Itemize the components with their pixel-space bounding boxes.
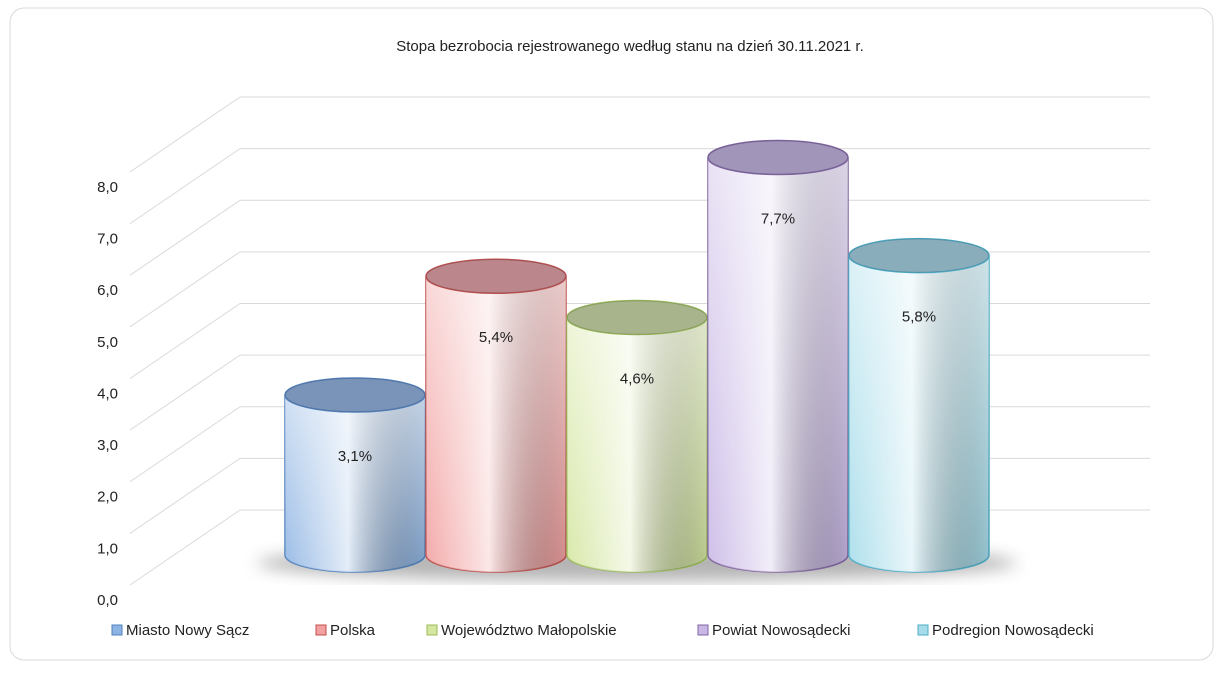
y-tick-label: 5,0 (97, 334, 118, 351)
data-label: 5,8% (902, 309, 936, 326)
side-grid-line (129, 457, 241, 534)
side-grid-line (129, 96, 241, 173)
cylinder-fade (708, 157, 848, 573)
data-label: 3,1% (338, 448, 372, 465)
legend-label: Miasto Nowy Sącz (126, 622, 249, 639)
cylinder-top-shade (708, 140, 848, 175)
y-tick-label: 4,0 (97, 385, 118, 402)
y-tick-label: 7,0 (97, 231, 118, 248)
side-grid-line (129, 199, 241, 276)
y-tick-label: 0,0 (97, 592, 118, 609)
legend-swatch (697, 624, 709, 636)
cylinder-top (284, 377, 426, 413)
y-tick-label: 1,0 (97, 540, 118, 557)
legend-label: Województwo Małopolskie (441, 622, 617, 639)
legend-swatch (917, 624, 929, 636)
cylinder-top-shade (849, 238, 989, 273)
legend-swatch (315, 624, 327, 636)
side-grid-line (129, 251, 241, 328)
chart-title: Stopa bezrobocia rejestrowanego według s… (396, 38, 864, 55)
y-tick-label: 8,0 (97, 179, 118, 196)
cylinder-top-shade (567, 300, 707, 335)
cylinder-top-shade (426, 259, 566, 294)
data-label: 5,4% (479, 329, 513, 346)
side-grid-line (129, 303, 241, 379)
side-grid-line (129, 509, 241, 586)
cylinder-fade (426, 276, 566, 572)
data-label: 4,6% (620, 370, 654, 387)
cylinder-fade (849, 255, 989, 572)
cylinder-top (707, 139, 849, 176)
cylinder-top-shade (285, 377, 425, 412)
legend: Miasto Nowy Sącz Polska Województwo Małopo… (111, 622, 1094, 639)
cylinder-top (425, 258, 567, 294)
y-tick-label: 6,0 (97, 282, 118, 299)
legend-label: Polska (330, 622, 376, 639)
cylinders: 3,1% 5,4% 4,6% 7,7% 5,8% (257, 139, 1017, 581)
cylinder-fade (567, 317, 707, 572)
cylinder-top (566, 299, 708, 336)
side-grid-line (129, 406, 241, 483)
cylinder-top (848, 237, 990, 274)
data-label: 7,7% (761, 210, 795, 227)
legend-label: Podregion Nowosądecki (932, 622, 1094, 639)
side-grid-line (129, 148, 241, 225)
legend-swatch (426, 624, 438, 636)
y-tick-label: 2,0 (97, 489, 118, 506)
y-tick-label: 3,0 (97, 437, 118, 454)
side-grid-line (129, 354, 241, 431)
legend-label: Powiat Nowosądecki (712, 622, 850, 639)
cylinder-fade (285, 394, 425, 572)
plot-area: 0,0 1,0 2,0 3,0 4,0 5,0 6,0 7,0 8,0 (97, 96, 1150, 609)
legend-swatch (111, 624, 123, 636)
